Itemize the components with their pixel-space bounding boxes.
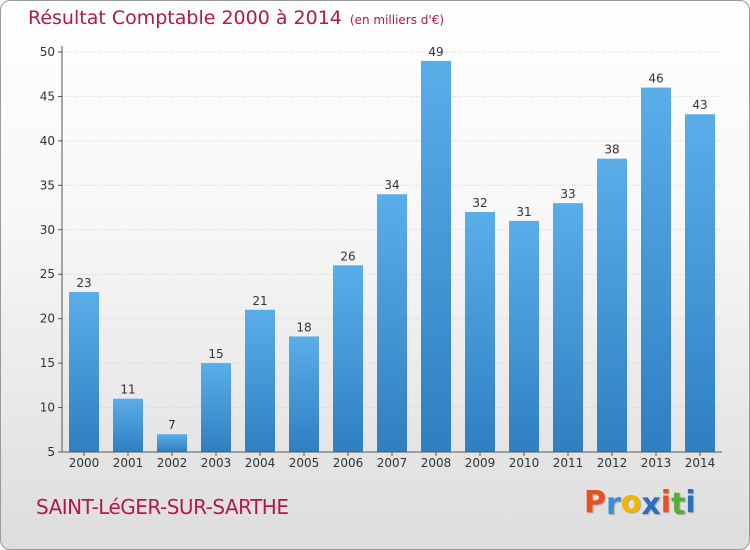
- data-label: 15: [208, 347, 223, 361]
- x-tick-label: 2005: [289, 456, 320, 470]
- logo-letter: o: [620, 485, 642, 520]
- logo-letter: t: [671, 487, 686, 522]
- data-label: 34: [384, 178, 399, 192]
- y-tick-label: 45: [40, 89, 55, 103]
- logo-letter: i: [685, 485, 696, 520]
- data-label: 43: [692, 98, 707, 112]
- y-tick-label: 15: [40, 356, 55, 370]
- logo-letter: P: [584, 485, 606, 520]
- bar: [113, 398, 143, 452]
- bar: [157, 434, 187, 452]
- x-tick-label: 2012: [597, 456, 628, 470]
- bar: [685, 114, 715, 452]
- bar: [333, 265, 363, 452]
- y-tick-label: 50: [40, 45, 55, 59]
- bar: [421, 60, 451, 453]
- x-tick-label: 2010: [509, 456, 540, 470]
- data-label: 46: [648, 72, 663, 86]
- bar: [509, 220, 539, 452]
- x-tick-label: 2011: [553, 456, 584, 470]
- data-label: 7: [168, 418, 176, 432]
- y-tick-label: 40: [40, 134, 55, 148]
- logo-letter: x: [641, 487, 661, 522]
- data-label: 33: [560, 187, 575, 201]
- bar: [201, 363, 231, 452]
- logo-letter: r: [606, 487, 621, 522]
- x-tick-label: 2007: [377, 456, 408, 470]
- data-label: 23: [76, 276, 91, 290]
- data-label: 11: [120, 383, 135, 397]
- x-tick-label: 2008: [421, 456, 452, 470]
- bar: [69, 292, 99, 452]
- x-tick-label: 2006: [333, 456, 364, 470]
- y-tick-label: 25: [40, 267, 55, 281]
- y-tick-label: 20: [40, 312, 55, 326]
- data-label: 26: [340, 249, 355, 263]
- bar: [245, 309, 275, 452]
- y-tick-label: 30: [40, 223, 55, 237]
- proxiti-logo: Proxiti: [584, 485, 696, 522]
- x-tick-label: 2001: [113, 456, 144, 470]
- x-tick-label: 2014: [685, 456, 716, 470]
- chart-subtitle: (en milliers d'€): [349, 13, 445, 27]
- y-tick-label: 35: [40, 178, 55, 192]
- chart-title: Résultat Comptable 2000 à 2014 (en millie…: [28, 7, 444, 29]
- bar: [465, 212, 495, 452]
- bar: [377, 194, 407, 452]
- bar: [289, 336, 319, 452]
- y-tick-label: 10: [40, 401, 55, 415]
- data-label: 31: [516, 205, 531, 219]
- x-tick-label: 2004: [245, 456, 276, 470]
- x-tick-label: 2002: [157, 456, 188, 470]
- data-label: 21: [252, 294, 267, 308]
- x-tick-label: 2009: [465, 456, 496, 470]
- bar: [641, 87, 671, 453]
- x-tick-label: 2013: [641, 456, 672, 470]
- data-label: 32: [472, 196, 487, 210]
- data-label: 49: [428, 45, 443, 59]
- commune-name: SAINT-LéGER-SUR-SARTHE: [36, 495, 289, 519]
- chart-title-text: Résultat Comptable 2000 à 2014: [28, 7, 342, 29]
- data-label: 18: [296, 320, 311, 334]
- logo-letter: i: [660, 485, 672, 520]
- bar: [553, 203, 583, 452]
- x-tick-label: 2003: [201, 456, 232, 470]
- bar: [597, 158, 627, 452]
- y-tick-label: 5: [47, 445, 55, 459]
- data-label: 38: [604, 143, 619, 157]
- x-tick-label: 2000: [69, 456, 100, 470]
